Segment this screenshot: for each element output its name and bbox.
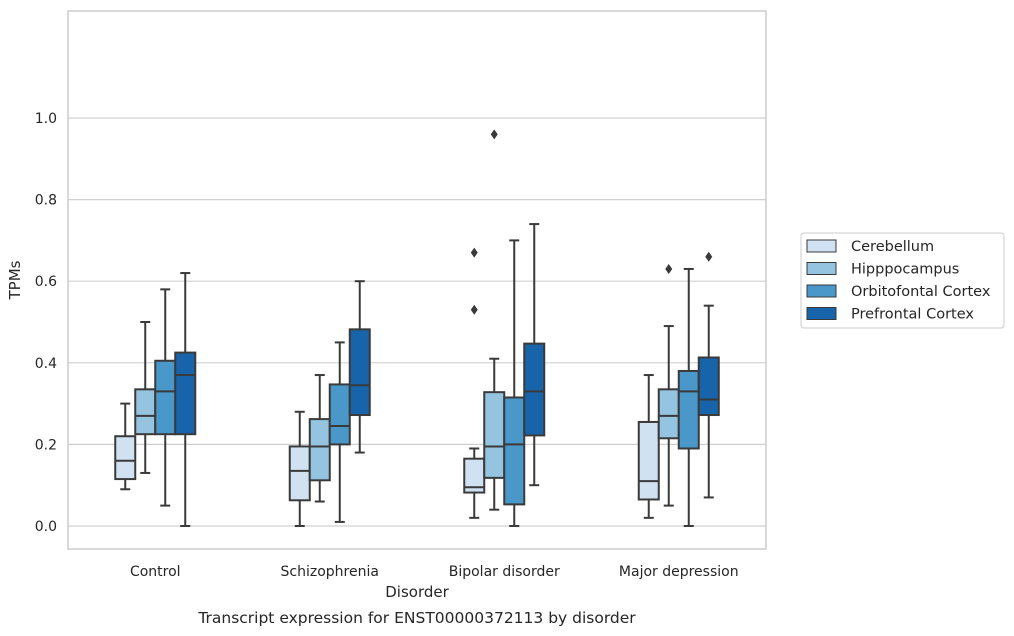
box-orbitofontal-cortex [328, 341, 351, 523]
box-iqr [114, 435, 137, 481]
gridlines [68, 117, 766, 527]
outlier-point [490, 129, 498, 140]
y-tick-label: 1.0 [35, 111, 57, 127]
x-tick-label: Control [130, 564, 181, 580]
x-tick-label: Schizophrenia [281, 564, 379, 580]
y-tick-labels: 0.0 0.2 0.4 0.6 0.8 1.0 [35, 111, 57, 535]
outlier-point [470, 304, 478, 315]
box-iqr [483, 391, 506, 479]
box-iqr [328, 383, 351, 446]
box-iqr [348, 328, 371, 417]
y-axis-title: TPMs [6, 260, 24, 300]
box-hipppocampus [483, 129, 506, 511]
box-orbitofontal-cortex [677, 267, 700, 527]
y-tick-label: 0.2 [35, 437, 57, 453]
box-iqr [657, 388, 680, 440]
legend-label: Cerebellum [851, 239, 934, 255]
y-tick-label: 0.8 [35, 193, 57, 209]
box-iqr [288, 445, 311, 502]
box-prefrontal-cortex [174, 272, 197, 527]
box-cerebellum [288, 410, 311, 527]
box-iqr [637, 420, 660, 501]
box-iqr [503, 396, 526, 506]
x-tick-label: Bipolar disorder [449, 564, 560, 580]
box-hipppocampus [308, 374, 331, 503]
y-tick-label: 0.4 [35, 356, 57, 372]
box-iqr [677, 369, 700, 450]
box-hipppocampus [134, 321, 157, 474]
outlier-point [665, 263, 673, 274]
legend-swatch [806, 239, 837, 253]
box-iqr [154, 359, 177, 436]
box-iqr [697, 356, 720, 417]
legend-swatch [806, 262, 837, 275]
legend: Cerebellum Hipppocampus Orbitofontal Corte… [800, 232, 1005, 329]
x-tick-labels: Control Schizophrenia Bipolar disorder Majo… [130, 564, 739, 580]
y-tick-label: 0.0 [35, 519, 57, 535]
box-prefrontal-cortex [348, 280, 371, 454]
box-iqr [174, 351, 197, 436]
outlier-point [470, 247, 478, 258]
outlier-point [705, 251, 713, 262]
box-prefrontal-cortex [697, 251, 720, 499]
box-iqr [134, 388, 157, 436]
legend-frame [800, 232, 1005, 329]
box-cerebellum [463, 247, 486, 519]
box-orbitofontal-cortex [154, 288, 177, 507]
chart-caption: Transcript expression for ENST0000037211… [197, 609, 636, 627]
box-hipppocampus [657, 263, 680, 507]
box-cerebellum [637, 374, 660, 519]
legend-label: Prefrontal Cortex [851, 307, 974, 323]
legend-label: Hipppocampus [851, 262, 959, 278]
legend-label: Orbitofontal Cortex [851, 284, 991, 300]
box-prefrontal-cortex [523, 223, 546, 487]
box-iqr [308, 418, 331, 482]
box-iqr [523, 342, 546, 437]
legend-swatch [806, 284, 837, 298]
legend-swatch [806, 307, 837, 320]
x-axis-title: Disorder [385, 583, 449, 601]
box-cerebellum [114, 402, 137, 491]
x-tick-label: Major depression [619, 564, 739, 580]
box-orbitofontal-cortex [503, 239, 526, 527]
y-tick-label: 0.6 [35, 274, 57, 290]
plot-frame [67, 10, 767, 550]
box-groups [114, 129, 720, 527]
